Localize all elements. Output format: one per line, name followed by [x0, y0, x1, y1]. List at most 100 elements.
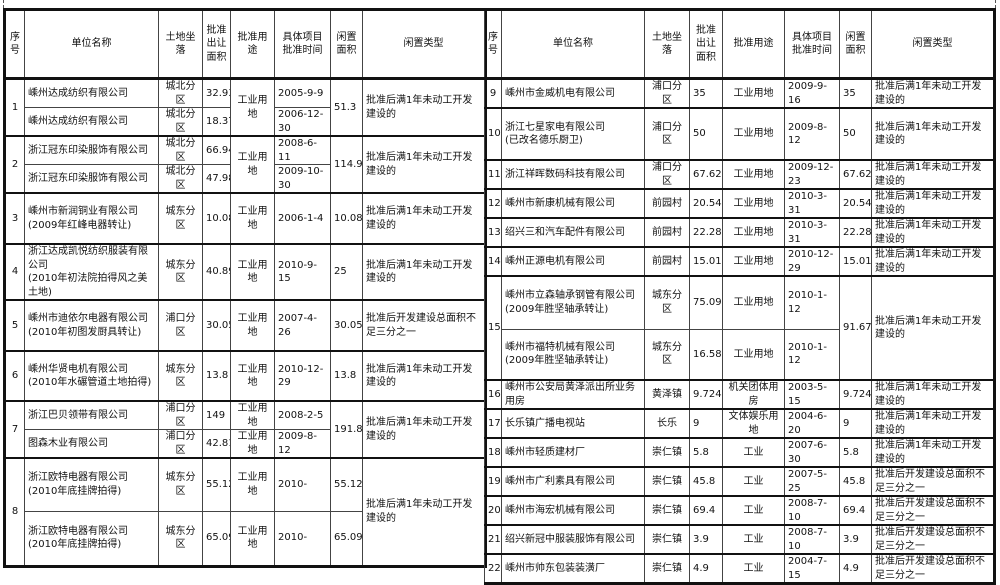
- cell-name: 嵊州市轻质建材厂: [501, 437, 645, 468]
- cell-location: 前园村: [644, 246, 690, 277]
- cell-idle-area: 45.8: [839, 466, 872, 497]
- header-seq: 序 号: [4, 9, 25, 80]
- cell-idle-area: 20.54: [839, 188, 872, 219]
- cell-date: 2010-12-29: [274, 350, 331, 402]
- cell-area: 42.81: [202, 429, 231, 459]
- cell-location: 城东分区: [158, 457, 203, 512]
- cell-name: 浙江祥晖数码科技有限公司: [501, 159, 645, 190]
- table-row: 2浙江冠东印染服饰有限公司城北分区66.94工业用地2008-6-11114.9…: [4, 135, 486, 194]
- cell-use: 工业用地: [722, 246, 785, 277]
- cell-name: 图森木业有限公司: [24, 429, 159, 459]
- cell-idle-area: 55.12: [330, 457, 363, 512]
- cell-idle-type: 批准后开发建设总面积不足三分之一: [362, 299, 486, 352]
- cell-use: 工业: [722, 437, 785, 468]
- cell-area: 40.89: [202, 243, 231, 301]
- cell-seq: 3: [4, 192, 25, 245]
- cell-use: 工业用地: [230, 192, 275, 245]
- cell-location: 浦口分区: [644, 159, 690, 190]
- cell-date: 2010-: [274, 510, 331, 567]
- cell-area: 9: [689, 408, 723, 439]
- cell-name: 浙江巴贝领带有限公司: [24, 400, 159, 430]
- cell-location: 崇仁镇: [644, 466, 690, 497]
- cell-area: 69.4: [689, 495, 723, 526]
- cell-name: 绍兴三和汽车配件有限公司: [501, 217, 645, 248]
- cell-idle-area: 4.9: [839, 553, 872, 584]
- cell-use: 工业用地: [722, 275, 785, 330]
- cell-idle-type: 批准后开发建设总面积不足三分之一: [871, 495, 995, 526]
- cell-idle-area: 30.05: [330, 299, 363, 352]
- cell-idle-type: 批准后满1年未动工开发建设的: [362, 192, 486, 245]
- cell-name: 嵊州华贤电机有限公司 (2010年水碾管道土地拍得): [24, 350, 159, 402]
- cell-area: 45.8: [689, 466, 723, 497]
- cell-location: 城东分区: [158, 510, 203, 567]
- cell-location: 浦口分区: [644, 107, 690, 161]
- cell-area: 16.58: [689, 328, 723, 381]
- cell-area: 22.28: [689, 217, 723, 248]
- cell-use: 工业用地: [230, 400, 275, 430]
- cell-date: 2006-1-4: [274, 192, 331, 245]
- cell-name: 嵊州市广利素具有限公司: [501, 466, 645, 497]
- cell-seq: 10: [484, 107, 502, 161]
- cell-area: 9.7245: [689, 379, 723, 410]
- cell-use: 工业用地: [230, 243, 275, 301]
- cell-name: 浙江欧特电器有限公司 (2010年底挂牌拍得): [24, 510, 159, 567]
- cell-use: 工业用地: [230, 510, 275, 567]
- cell-name: 嵊州市新润铜业有限公司 (2009年红峰电器转让): [24, 192, 159, 245]
- cell-use: 工业用地: [230, 299, 275, 352]
- cell-location: 城北分区: [158, 164, 203, 194]
- cell-seq: 8: [4, 457, 25, 567]
- cell-location: 城北分区: [158, 77, 203, 108]
- cell-idle-type: 批准后满1年未动工开发建设的: [871, 107, 995, 161]
- cell-name: 嵊州市新康机械有限公司: [501, 188, 645, 219]
- header-name: 单位名称: [501, 9, 645, 80]
- cell-date: 2004-7-15: [784, 553, 840, 584]
- cell-area: 20.54: [689, 188, 723, 219]
- cell-date: 2010-3-31: [784, 217, 840, 248]
- cell-area: 4.9: [689, 553, 723, 584]
- cell-use: 工业: [722, 495, 785, 526]
- idle-land-table-left: 序 号单位名称 土地坐落 批准 出让 面积 批准用途 具体项目 批准时间 闲置 面积 闲置类…: [3, 8, 487, 568]
- header-use: 批准用途: [722, 9, 785, 80]
- cell-use: 工业: [722, 466, 785, 497]
- cell-date: 2009-8-12: [784, 107, 840, 161]
- cell-seq: 5: [4, 299, 25, 352]
- cell-location: 浦口分区: [158, 429, 203, 459]
- cell-use: 工业用地: [230, 135, 275, 194]
- table-row: 18 嵊州市轻质建材厂 崇仁镇 5.8 工业 2007-6-30 5.8 批准后满1年未动工开…: [484, 437, 995, 468]
- cell-idle-area: 191.81: [330, 400, 363, 459]
- table-row: 14 嵊州正源电机有限公司 前园村 15.01 工业用地 2010-12-29 15.01 批…: [484, 246, 995, 277]
- cell-area: 15.01: [689, 246, 723, 277]
- cell-idle-type: 批准后满1年未动工开发建设的: [362, 350, 486, 402]
- cell-use: 机关团体用房: [722, 379, 785, 410]
- cell-area: 55.12: [202, 457, 231, 512]
- cell-idle-type: 批准后满1年未动工开发建设的: [871, 379, 995, 410]
- cell-use: 工业用地: [230, 77, 275, 137]
- cell-date: 2003-5-15: [784, 379, 840, 410]
- header-seq: 序 号: [484, 9, 502, 80]
- cell-seq: 14: [484, 246, 502, 277]
- cell-name: 嵊州市公安局黄泽派出所业务用房: [501, 379, 645, 410]
- cell-location: 浦口分区: [644, 77, 690, 109]
- cell-date: 2010-3-31: [784, 188, 840, 219]
- cell-idle-type: 批准后满1年未动工开发建设的: [871, 188, 995, 219]
- table-row: 19 嵊州市广利素具有限公司 崇仁镇 45.8 工业 2007-5-25 45.8 批准后开发…: [484, 466, 995, 497]
- cell-date: 2007-6-30: [784, 437, 840, 468]
- cell-idle-type: 批准后满1年未动工开发建设的: [362, 135, 486, 194]
- cell-area: 50: [689, 107, 723, 161]
- cell-date: 2010-: [274, 457, 331, 512]
- table-row: 9 嵊州市金威机电有限公司 浦口分区 35 工业用地 2009-9-16 35 批准后满1年未…: [484, 77, 995, 109]
- header-area: 批准 出让 面积: [202, 9, 231, 80]
- header-idle-area: 闲置 面积: [330, 9, 363, 80]
- cell-idle-type: 批准后满1年未动工开发建设的: [362, 457, 486, 567]
- cell-name: 嵊州市福特机械有限公司 (2009年胜坚轴承转让): [501, 328, 645, 381]
- cell-name: 嵊州市海宏机械有限公司: [501, 495, 645, 526]
- cell-name: 嵊州达成纺织有限公司: [24, 107, 159, 137]
- cell-location: 崇仁镇: [644, 437, 690, 468]
- cell-name: 浙江冠东印染服饰有限公司: [24, 164, 159, 194]
- cell-date: 2007-4-26: [274, 299, 331, 352]
- cell-date: 2010-9-15: [274, 243, 331, 301]
- cell-date: 2005-9-9: [274, 77, 331, 108]
- header-date: 具体项目 批准时间: [274, 9, 331, 80]
